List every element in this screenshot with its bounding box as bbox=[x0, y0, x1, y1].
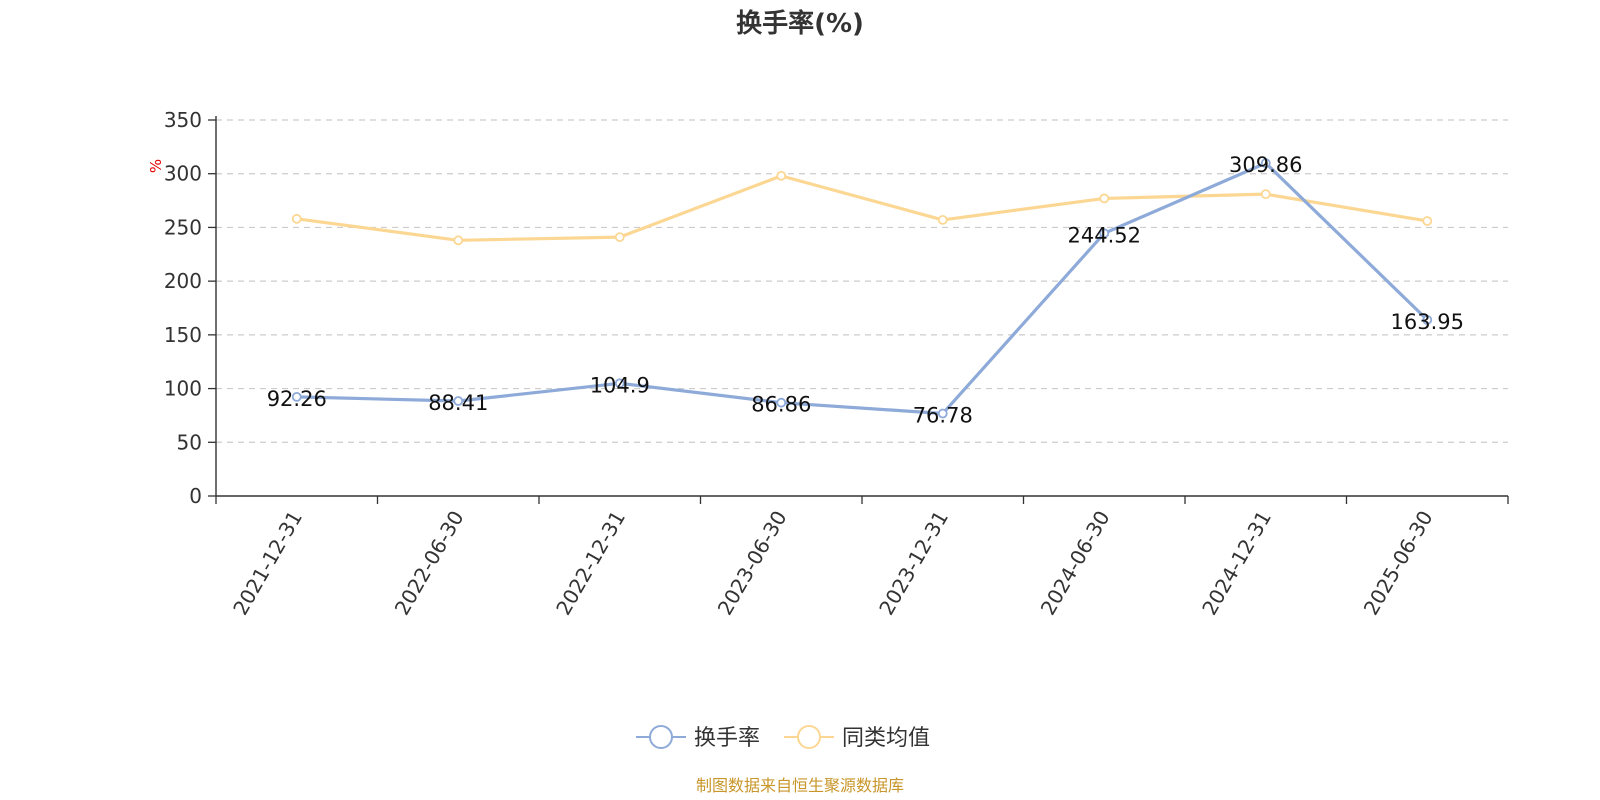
y-axis-unit-label: % bbox=[147, 159, 165, 173]
series-2 bbox=[291, 170, 1433, 246]
x-tick-label: 2023-12-31 bbox=[874, 507, 953, 620]
legend-label: 换手率 bbox=[694, 726, 760, 751]
series-1 bbox=[291, 158, 1433, 419]
data-label: 244.52 bbox=[1068, 223, 1141, 247]
data-point bbox=[614, 232, 625, 242]
y-tick-label: 350 bbox=[164, 108, 202, 132]
data-label: 309.86 bbox=[1229, 153, 1302, 177]
y-tick-label: 100 bbox=[164, 377, 202, 401]
y-tick-label: 300 bbox=[164, 162, 202, 186]
chart-title: 换手率(%) bbox=[736, 8, 864, 39]
legend-item-2[interactable]: 同类均值 bbox=[784, 725, 930, 751]
data-point bbox=[776, 170, 787, 181]
data-labels: 92.26 88.41 104.9 86.86 76.78 244.52 309.86 163… bbox=[267, 153, 1464, 427]
y-tick-label: 0 bbox=[189, 484, 202, 508]
data-point bbox=[291, 213, 302, 224]
legend-item-1[interactable]: 换手率 bbox=[636, 725, 760, 751]
x-tick-label: 2025-06-30 bbox=[1359, 507, 1438, 620]
data-point bbox=[1422, 216, 1433, 226]
y-tick-label: 150 bbox=[164, 323, 202, 347]
source-note: 制图数据来自恒生聚源数据库 bbox=[696, 776, 904, 795]
x-tick-label: 2023-06-30 bbox=[713, 507, 792, 620]
legend-swatch-marker bbox=[649, 725, 673, 749]
data-point bbox=[776, 397, 787, 408]
data-label: 104.9 bbox=[590, 373, 650, 397]
y-tick-label: 50 bbox=[177, 430, 202, 454]
data-point bbox=[1260, 189, 1271, 200]
x-tick-label: 2024-12-31 bbox=[1197, 507, 1276, 620]
data-point bbox=[291, 391, 302, 402]
data-point bbox=[1422, 314, 1433, 325]
y-tick-label: 250 bbox=[164, 215, 202, 239]
data-point bbox=[453, 396, 464, 406]
y-tick-label: 200 bbox=[164, 269, 202, 293]
grid-lines bbox=[216, 119, 1508, 443]
data-point bbox=[937, 408, 948, 419]
legend-swatch-marker bbox=[797, 725, 822, 749]
data-point bbox=[453, 235, 464, 246]
axes: 0 50 100 150 200 250 300 350 2021-12-31 2022-06-3… bbox=[164, 108, 1509, 620]
series-group bbox=[291, 158, 1433, 419]
x-tick-label: 2021-12-31 bbox=[228, 507, 307, 620]
x-tick-label: 2024-06-30 bbox=[1036, 507, 1115, 620]
legend[interactable]: 换手率 同类均值 bbox=[636, 725, 930, 751]
data-label: 92.26 bbox=[267, 387, 327, 411]
data-point bbox=[1260, 158, 1271, 169]
data-label: 88.41 bbox=[428, 391, 488, 415]
data-label: 76.78 bbox=[913, 404, 973, 428]
x-tick-label: 2022-12-31 bbox=[551, 507, 630, 620]
data-point bbox=[937, 215, 948, 225]
x-tick-label: 2022-06-30 bbox=[390, 507, 469, 620]
data-point bbox=[1099, 193, 1110, 204]
legend-label: 同类均值 bbox=[842, 726, 930, 751]
series-line bbox=[296, 174, 1428, 242]
data-label: 86.86 bbox=[751, 393, 811, 417]
data-point bbox=[614, 378, 625, 389]
series-line bbox=[296, 161, 1429, 416]
data-label: 163.95 bbox=[1391, 310, 1464, 334]
data-point bbox=[1099, 228, 1110, 239]
